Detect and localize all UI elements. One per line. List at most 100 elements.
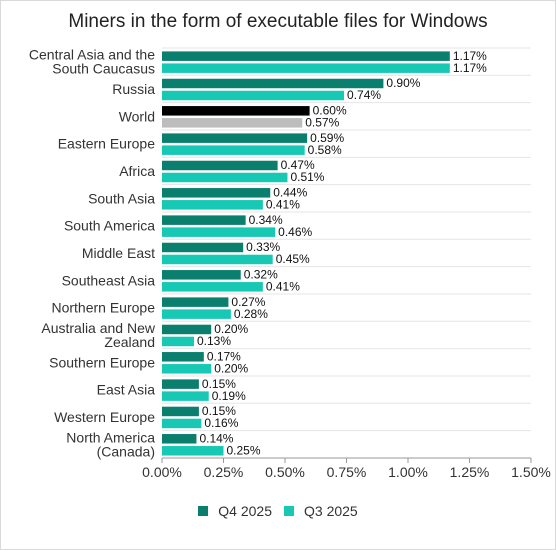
category-label-line: Middle East (82, 245, 155, 261)
category-label-line: Central Asia and the (29, 47, 155, 63)
legend-swatch-q3 (284, 506, 294, 516)
category-label-line: (Canada) (97, 443, 155, 459)
legend-item-q4: Q4 2025 (198, 503, 272, 519)
data-label: 0.14% (199, 432, 233, 446)
bar (162, 434, 197, 444)
x-tick-label: 0.00% (142, 464, 182, 480)
data-label: 0.47% (281, 158, 315, 172)
data-label: 0.19% (212, 389, 246, 403)
bar (162, 352, 204, 362)
data-label: 0.15% (202, 377, 236, 391)
data-label: 0.17% (207, 350, 241, 364)
bar (162, 172, 288, 183)
x-tick-label: 0.50% (265, 464, 305, 480)
data-label: 0.45% (276, 252, 310, 266)
data-label: 0.41% (266, 198, 300, 212)
bar (162, 391, 209, 401)
data-label: 0.90% (386, 76, 420, 90)
category-label-line: South America (64, 218, 155, 234)
data-label: 0.27% (231, 295, 265, 309)
category-label: Southern Europe (49, 354, 155, 370)
category-label-line: Southern Europe (49, 354, 155, 370)
bar (162, 336, 194, 347)
category-label-line: Southeast Asia (62, 272, 156, 288)
bar (162, 364, 212, 374)
data-label: 0.74% (347, 88, 381, 102)
data-label: 0.58% (308, 143, 342, 157)
bar (162, 282, 263, 292)
bar (162, 78, 384, 89)
data-label: 0.16% (204, 416, 238, 430)
legend-item-q3: Q3 2025 (284, 503, 358, 519)
bar (162, 379, 199, 389)
category-label: North America (Canada) (66, 429, 155, 459)
data-label: 0.20% (214, 322, 248, 336)
data-label: 0.46% (278, 225, 312, 239)
data-label: 0.20% (214, 362, 248, 376)
data-label: 0.33% (246, 240, 280, 254)
category-label: Russia (112, 81, 155, 97)
data-label: 0.28% (234, 307, 268, 321)
bar (162, 63, 450, 73)
data-label: 0.32% (244, 268, 278, 282)
data-label: 0.51% (290, 170, 324, 184)
x-tick-label: 1.50% (511, 464, 551, 480)
category-label-line: South Asia (88, 190, 155, 206)
bar (162, 227, 276, 237)
data-label: 0.13% (197, 334, 231, 348)
bar (162, 446, 224, 456)
bar (162, 324, 212, 335)
bar (162, 418, 202, 429)
bar (162, 118, 303, 128)
category-label-line: Zealand (104, 334, 155, 350)
category-label: Africa (119, 163, 155, 179)
x-tick-label: 1.25% (450, 464, 490, 480)
bar (162, 200, 263, 210)
x-tick-label: 1.00% (388, 464, 428, 480)
category-label: Western Europe (54, 409, 155, 425)
bar (162, 90, 345, 101)
data-label: 0.60% (313, 104, 347, 118)
bar (162, 106, 310, 116)
category-label: South Asia (88, 190, 155, 206)
chart-title: Miners in the form of executable files f… (68, 11, 488, 32)
category-label: East Asia (97, 382, 156, 398)
bar (162, 270, 241, 280)
bar (162, 406, 199, 417)
category-label-line: Northern Europe (51, 300, 155, 316)
data-label: 0.25% (227, 444, 261, 458)
bar (162, 160, 278, 171)
legend-label-q3: Q3 2025 (304, 503, 358, 519)
category-label-line: North America (66, 429, 155, 445)
legend-label-q4: Q4 2025 (218, 503, 272, 519)
bar (162, 145, 305, 155)
category-label: South America (64, 218, 155, 234)
category-label-line: South Caucasus (52, 61, 155, 77)
data-label: 0.15% (202, 404, 236, 418)
category-label: Central Asia and the South Caucasus (29, 47, 155, 77)
data-label: 0.34% (249, 213, 283, 227)
data-label: 1.17% (453, 49, 487, 63)
data-label: 0.41% (266, 280, 300, 294)
legend-swatch-q4 (198, 506, 209, 516)
bar (162, 254, 273, 265)
category-label: World (119, 108, 155, 124)
bar (162, 133, 308, 143)
data-label: 0.44% (273, 186, 307, 200)
bar (162, 242, 244, 253)
category-label-line: Australia and New (41, 320, 156, 336)
category-label-line: Russia (112, 81, 155, 97)
x-tick-label: 0.75% (327, 464, 367, 480)
category-label: Eastern Europe (58, 136, 155, 152)
category-label-line: Western Europe (54, 409, 155, 425)
category-label-line: Eastern Europe (58, 136, 155, 152)
category-label: Southeast Asia (62, 272, 156, 288)
bar (162, 188, 271, 198)
data-label: 0.59% (310, 131, 344, 145)
bar (162, 309, 231, 319)
data-label: 1.17% (453, 61, 487, 75)
category-label-line: World (119, 108, 155, 124)
x-tick-label: 0.25% (204, 464, 244, 480)
category-label-line: East Asia (97, 382, 156, 398)
